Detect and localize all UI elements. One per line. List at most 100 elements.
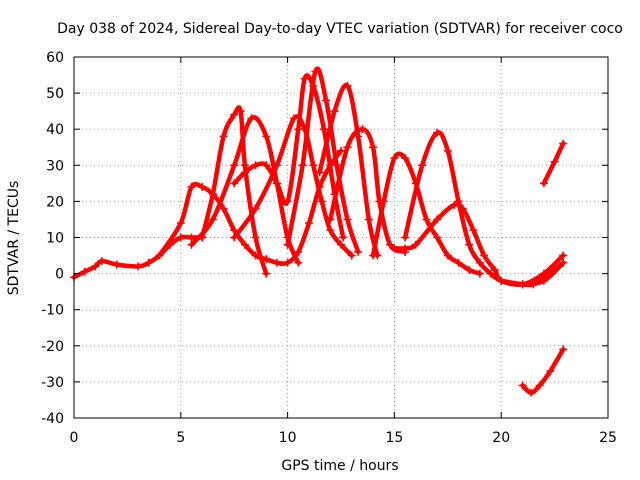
data-point-marker — [309, 161, 318, 170]
data-point-marker — [251, 161, 260, 170]
data-point-marker — [294, 258, 303, 267]
y-tick-label: 50 — [46, 86, 64, 102]
data-point-marker — [112, 260, 121, 269]
data-point-marker — [539, 273, 548, 282]
data-point-marker — [535, 381, 544, 390]
data-point-marker — [390, 244, 399, 253]
series-line — [541, 141, 566, 186]
data-point-marker — [198, 182, 207, 191]
data-point-marker — [422, 215, 431, 224]
data-point-marker — [469, 226, 478, 235]
data-point-marker — [80, 267, 89, 276]
data-point-marker — [326, 226, 335, 235]
data-point-marker — [300, 74, 309, 83]
x-tick-label: 15 — [385, 430, 403, 446]
data-point-marker — [343, 143, 352, 152]
data-point-marker — [364, 215, 373, 224]
data-point-marker — [418, 161, 427, 170]
series-arc-10 — [401, 128, 568, 289]
y-tick-label: -20 — [41, 339, 64, 355]
data-point-marker — [390, 154, 399, 163]
data-point-marker — [236, 107, 245, 116]
data-point-marker — [497, 276, 506, 285]
series-arc-6 — [283, 66, 363, 256]
data-point-marker — [134, 262, 143, 271]
data-point-marker — [546, 367, 555, 376]
data-point-marker — [272, 258, 281, 267]
data-point-marker — [240, 240, 249, 249]
data-point-marker — [369, 143, 378, 152]
data-point-marker — [454, 258, 463, 267]
data-point-marker — [401, 244, 410, 253]
data-point-marker — [337, 146, 345, 155]
data-point-marker — [319, 125, 328, 134]
data-point-marker — [330, 107, 339, 116]
y-tick-label: 40 — [46, 122, 64, 138]
data-point-marker — [283, 197, 292, 206]
data-point-marker — [251, 204, 260, 213]
data-point-marker — [475, 258, 484, 267]
y-tick-label: -10 — [41, 303, 64, 319]
data-point-marker — [433, 233, 442, 242]
data-point-marker — [480, 251, 489, 260]
y-tick-label: 0 — [55, 267, 64, 283]
axis-ticks: 0 5 10 15 20 25 -40 -30 -20 -10 0 10 20 30 40 50 60 — [41, 50, 617, 446]
data-point-marker — [559, 345, 568, 354]
data-point-marker — [155, 251, 164, 260]
data-point-marker — [529, 280, 538, 289]
data-point-marker — [283, 258, 292, 267]
data-series — [70, 66, 568, 397]
series-arc-14 — [518, 345, 568, 397]
data-point-marker — [283, 240, 292, 249]
data-point-marker — [208, 215, 217, 224]
series-line — [402, 130, 566, 287]
data-point-marker — [262, 269, 271, 278]
data-point-marker — [559, 139, 568, 148]
data-point-marker — [219, 132, 228, 141]
data-point-marker — [354, 247, 363, 256]
data-point-marker — [379, 197, 388, 206]
data-point-marker — [272, 179, 281, 188]
data-point-marker — [91, 262, 100, 271]
data-point-marker — [559, 258, 568, 267]
data-point-marker — [354, 132, 363, 141]
series-line — [71, 234, 205, 280]
y-axis-label: SDTVAR / TECUs — [6, 181, 22, 296]
x-tick-label: 25 — [599, 430, 617, 446]
series-arc-7 — [315, 81, 382, 260]
data-point-marker — [230, 179, 239, 188]
data-point-marker — [326, 215, 335, 224]
data-point-marker — [240, 168, 249, 177]
data-point-marker — [262, 161, 271, 170]
series-line — [199, 105, 269, 276]
data-point-marker — [298, 161, 307, 170]
data-point-marker — [465, 265, 474, 274]
data-point-marker — [401, 154, 410, 163]
data-point-marker — [294, 247, 303, 256]
data-point-marker — [304, 219, 313, 228]
data-point-marker — [490, 265, 499, 274]
x-tick-label: 10 — [279, 430, 297, 446]
data-point-marker — [401, 233, 410, 242]
data-point-marker — [262, 132, 271, 141]
data-point-marker — [458, 204, 467, 213]
data-point-marker — [144, 258, 153, 267]
data-point-marker — [187, 182, 196, 191]
series-arc-2 — [198, 105, 271, 278]
data-point-marker — [97, 256, 106, 265]
y-tick-label: 10 — [46, 231, 64, 247]
series-line — [231, 114, 354, 258]
x-tick-label: 5 — [176, 430, 185, 446]
x-tick-label: 0 — [70, 430, 79, 446]
series-arc-8 — [326, 125, 410, 256]
data-point-marker — [187, 240, 196, 249]
data-point-marker — [322, 96, 331, 105]
data-point-marker — [518, 381, 527, 390]
y-tick-label: 30 — [46, 158, 64, 174]
data-point-marker — [443, 146, 452, 155]
data-point-marker — [550, 265, 559, 274]
data-point-marker — [450, 201, 459, 210]
series-arc-9 — [369, 151, 484, 278]
y-tick-label: 20 — [46, 194, 64, 210]
